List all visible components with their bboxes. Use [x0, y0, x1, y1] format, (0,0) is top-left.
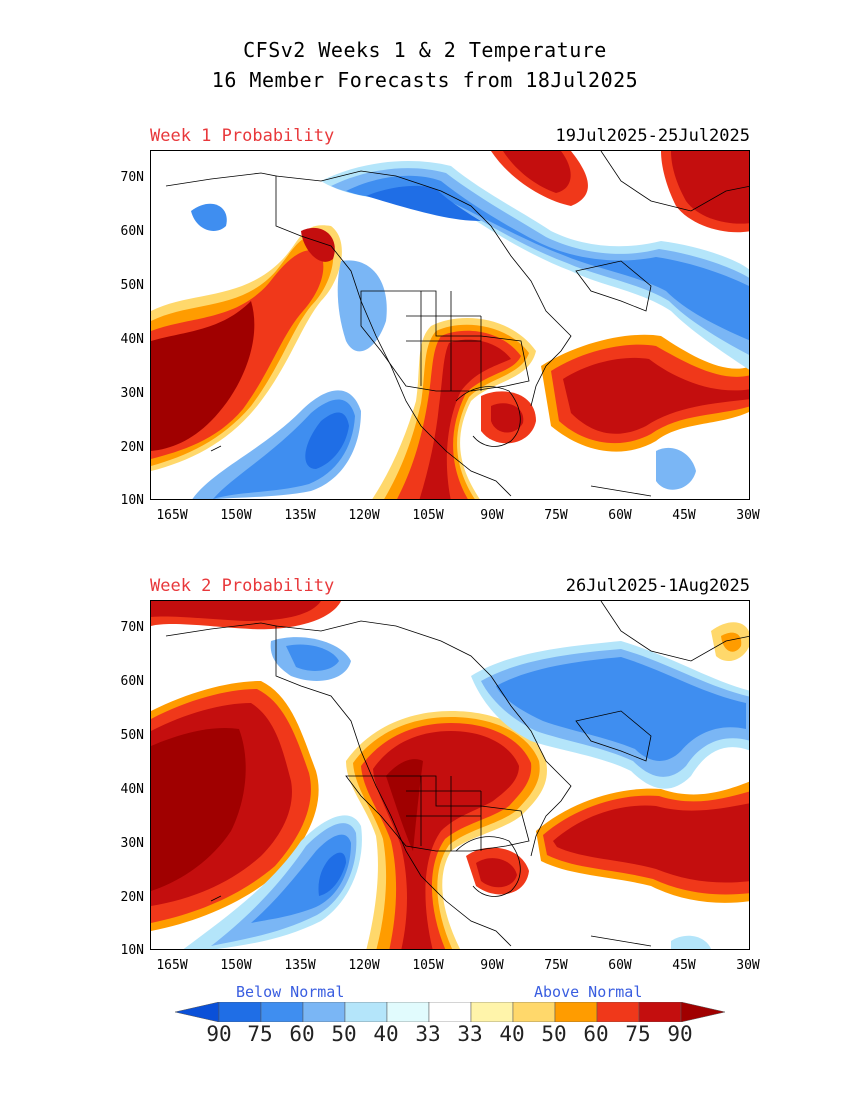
week2-lat-tick: 50N — [120, 728, 144, 743]
week1-lon-tick: 105W — [412, 508, 444, 523]
week2-map — [150, 600, 750, 950]
week2-dates: 26Jul2025-1Aug2025 — [565, 576, 750, 596]
week1-lat-tick: 10N — [120, 493, 144, 508]
week1-lat-tick: 40N — [120, 332, 144, 347]
week1-map — [150, 150, 750, 500]
week1-lon-tick: 60W — [608, 508, 632, 523]
week1-lon-tick: 30W — [736, 508, 760, 523]
week2-lon-tick: 90W — [480, 958, 504, 973]
week2-lat-tick: 10N — [120, 943, 144, 958]
legend-colorbar — [175, 1002, 725, 1022]
week1-lon-tick: 75W — [544, 508, 568, 523]
legend-value: 40 — [373, 1022, 399, 1046]
week1-lon-tick: 165W — [156, 508, 188, 523]
legend-above-normal-label: Above Normal — [534, 983, 643, 1001]
week2-label: Week 2 Probability — [150, 576, 335, 596]
week1-lat-tick: 30N — [120, 386, 144, 401]
week1-lat-tick: 70N — [120, 170, 144, 185]
legend-value: 50 — [541, 1022, 567, 1046]
week2-lat-tick: 60N — [120, 674, 144, 689]
legend-value: 75 — [625, 1022, 651, 1046]
week1-label: Week 1 Probability — [150, 126, 335, 146]
legend-value: 90 — [667, 1022, 693, 1046]
week2-lon-tick: 105W — [412, 958, 444, 973]
week1-lon-tick: 150W — [220, 508, 252, 523]
week2-lon-tick: 150W — [220, 958, 252, 973]
week2-lon-tick: 75W — [544, 958, 568, 973]
week2-lon-tick: 45W — [672, 958, 696, 973]
legend-value: 60 — [583, 1022, 609, 1046]
week2-lat-tick: 20N — [120, 890, 144, 905]
chart-title-line-1: CFSv2 Weeks 1 & 2 Temperature — [243, 38, 607, 62]
week1-lon-tick: 135W — [284, 508, 316, 523]
legend-value: 33 — [415, 1022, 441, 1046]
week2-lon-tick: 135W — [284, 958, 316, 973]
week1-lat-tick: 60N — [120, 224, 144, 239]
week2-lat-tick: 30N — [120, 836, 144, 851]
week1-lon-tick: 90W — [480, 508, 504, 523]
week2-lon-tick: 120W — [348, 958, 380, 973]
week1-dates: 19Jul2025-25Jul2025 — [555, 126, 750, 146]
week1-lon-tick: 45W — [672, 508, 696, 523]
legend-value: 75 — [247, 1022, 273, 1046]
legend-value: 50 — [331, 1022, 357, 1046]
week2-lon-tick: 60W — [608, 958, 632, 973]
week2-lon-tick: 30W — [736, 958, 760, 973]
week2-lon-tick: 165W — [156, 958, 188, 973]
legend-value: 60 — [289, 1022, 315, 1046]
legend-value: 33 — [457, 1022, 483, 1046]
legend-value: 40 — [499, 1022, 525, 1046]
chart-title-line-2: 16 Member Forecasts from 18Jul2025 — [211, 68, 639, 92]
legend-value: 90 — [206, 1022, 232, 1046]
week1-lat-tick: 50N — [120, 278, 144, 293]
week1-lat-tick: 20N — [120, 440, 144, 455]
week2-lat-tick: 70N — [120, 620, 144, 635]
legend-below-normal-label: Below Normal — [236, 983, 345, 1001]
week2-lat-tick: 40N — [120, 782, 144, 797]
week1-lon-tick: 120W — [348, 508, 380, 523]
